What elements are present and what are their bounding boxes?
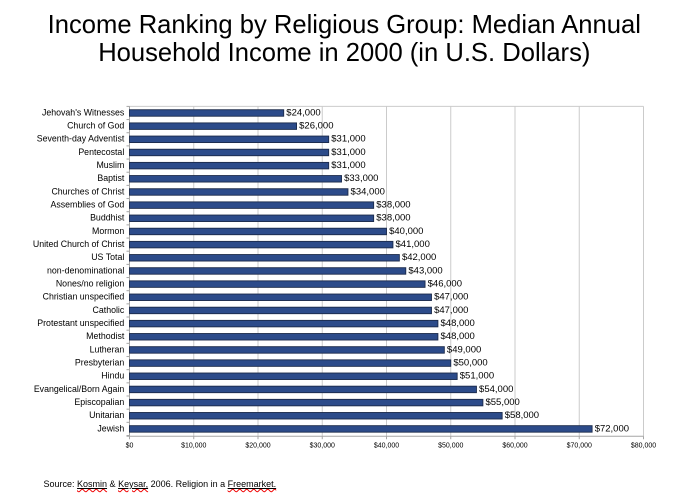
- svg-text:$48,000: $48,000: [441, 331, 475, 342]
- svg-text:$49,000: $49,000: [447, 344, 481, 355]
- svg-text:Baptist: Baptist: [97, 173, 124, 183]
- svg-text:$70,000: $70,000: [567, 443, 592, 450]
- svg-text:Church of God: Church of God: [67, 121, 124, 131]
- svg-text:$10,000: $10,000: [181, 443, 206, 450]
- svg-text:$80,000: $80,000: [631, 443, 656, 450]
- svg-text:Catholic: Catholic: [93, 305, 125, 315]
- svg-text:$26,000: $26,000: [299, 121, 333, 132]
- svg-text:United Church of Christ: United Church of Christ: [33, 239, 125, 249]
- svg-text:Mormon: Mormon: [92, 226, 124, 236]
- svg-text:$0: $0: [126, 443, 134, 450]
- svg-text:$40,000: $40,000: [374, 443, 399, 450]
- svg-text:$43,000: $43,000: [408, 265, 442, 276]
- svg-text:$38,000: $38,000: [376, 200, 410, 211]
- svg-text:$20,000: $20,000: [245, 443, 270, 450]
- svg-text:Jehovah's Witnesses: Jehovah's Witnesses: [42, 107, 125, 117]
- svg-text:$40,000: $40,000: [389, 226, 423, 237]
- svg-text:Buddhist: Buddhist: [90, 213, 125, 223]
- svg-text:Presbyterian: Presbyterian: [75, 358, 124, 368]
- svg-text:$38,000: $38,000: [376, 213, 410, 224]
- svg-text:Assemblies of God: Assemblies of God: [50, 200, 124, 210]
- svg-text:Methodist: Methodist: [86, 331, 125, 341]
- svg-text:$48,000: $48,000: [441, 318, 475, 329]
- svg-text:Protestant unspecified: Protestant unspecified: [37, 318, 124, 328]
- svg-text:Nones/no religion: Nones/no religion: [56, 279, 125, 289]
- svg-text:$24,000: $24,000: [286, 107, 320, 118]
- svg-text:$51,000: $51,000: [460, 371, 494, 382]
- svg-text:$42,000: $42,000: [402, 252, 436, 263]
- svg-text:US Total: US Total: [91, 252, 124, 262]
- svg-text:$31,000: $31,000: [331, 134, 365, 145]
- svg-text:Christian unspecified: Christian unspecified: [43, 292, 125, 302]
- svg-text:$33,000: $33,000: [344, 173, 378, 184]
- svg-text:$54,000: $54,000: [479, 384, 513, 395]
- svg-text:$50,000: $50,000: [438, 443, 463, 450]
- svg-text:$30,000: $30,000: [310, 443, 335, 450]
- svg-text:Seventh-day Adventist: Seventh-day Adventist: [37, 134, 125, 144]
- svg-text:Lutheran: Lutheran: [90, 344, 125, 354]
- svg-text:Episcopalian: Episcopalian: [74, 397, 124, 407]
- svg-text:$41,000: $41,000: [396, 239, 430, 250]
- svg-text:non-denominational: non-denominational: [47, 265, 124, 275]
- svg-text:$46,000: $46,000: [428, 279, 462, 290]
- svg-text:Jewish: Jewish: [97, 423, 124, 433]
- svg-text:$31,000: $31,000: [331, 147, 365, 158]
- svg-text:$58,000: $58,000: [505, 410, 539, 421]
- svg-text:Hindu: Hindu: [101, 371, 124, 381]
- svg-text:$50,000: $50,000: [453, 358, 487, 369]
- svg-text:$47,000: $47,000: [434, 305, 468, 316]
- svg-text:Churches of Christ: Churches of Christ: [51, 186, 124, 196]
- svg-text:Evangelical/Born Again: Evangelical/Born Again: [34, 384, 125, 394]
- svg-text:$34,000: $34,000: [351, 186, 385, 197]
- svg-text:$47,000: $47,000: [434, 292, 468, 303]
- svg-text:$60,000: $60,000: [502, 443, 527, 450]
- svg-text:Muslim: Muslim: [96, 160, 124, 170]
- svg-text:Pentecostal: Pentecostal: [78, 147, 124, 157]
- svg-text:Unitarian: Unitarian: [89, 410, 124, 420]
- svg-text:$31,000: $31,000: [331, 160, 365, 171]
- svg-text:$72,000: $72,000: [595, 423, 629, 434]
- svg-text:$55,000: $55,000: [485, 397, 519, 408]
